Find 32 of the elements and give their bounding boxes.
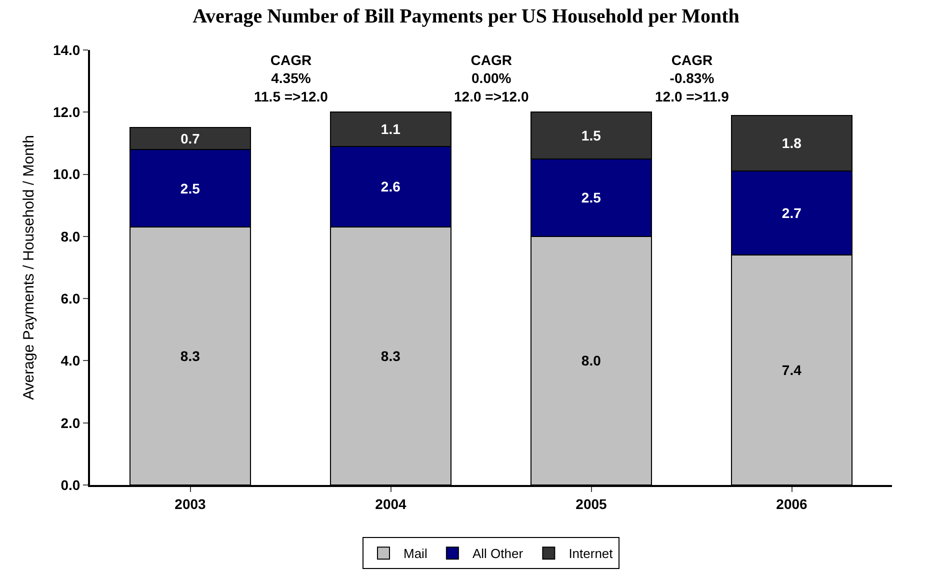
y-axis-title: Average Payments / Household / Month (20, 135, 38, 400)
data-label: 1.1 (380, 121, 401, 138)
data-label: 8.3 (380, 348, 401, 364)
data-label: 8.0 (581, 352, 602, 369)
x-tick-label: 2004 (375, 496, 407, 512)
y-tick-label: 0.0 (60, 476, 80, 493)
legend-label: All Other (472, 546, 524, 562)
legend-label: Mail (404, 546, 428, 562)
data-label: 7.4 (782, 362, 802, 378)
data-label: 1.8 (782, 135, 802, 152)
y-tick-label: 8.0 (60, 228, 80, 244)
y-tick-label: 12.0 (52, 104, 80, 120)
data-label: 2.5 (180, 180, 200, 196)
y-tick-label: 14.0 (52, 42, 80, 58)
data-label: 2.7 (782, 205, 802, 222)
x-tick-label: 2003 (174, 496, 206, 512)
y-tick-label: 2.0 (60, 414, 80, 431)
legend-label: Internet (568, 546, 614, 562)
y-tick-label: 4.0 (60, 352, 80, 369)
x-tick-label: 2005 (576, 496, 608, 512)
chart-title: Average Number of Bill Payments per US Household per Month (192, 6, 740, 28)
y-tick-label: 6.0 (60, 290, 80, 306)
x-tick-label: 2006 (776, 496, 808, 512)
annotation: CAGR 4.35% 11.5 =>12.0 (254, 52, 328, 104)
data-label: 8.3 (180, 348, 200, 364)
data-label: 0.7 (180, 131, 200, 146)
annotation: CAGR -0.83% 12.0 =>11.9 (655, 52, 730, 104)
y-tick-label: 10.0 (52, 166, 80, 182)
annotation: CAGR 0.00% 12.0 =>12.0 (454, 52, 529, 104)
data-label: 2.5 (581, 190, 602, 206)
data-label: 1.5 (581, 127, 602, 144)
data-label: 2.6 (380, 178, 401, 195)
